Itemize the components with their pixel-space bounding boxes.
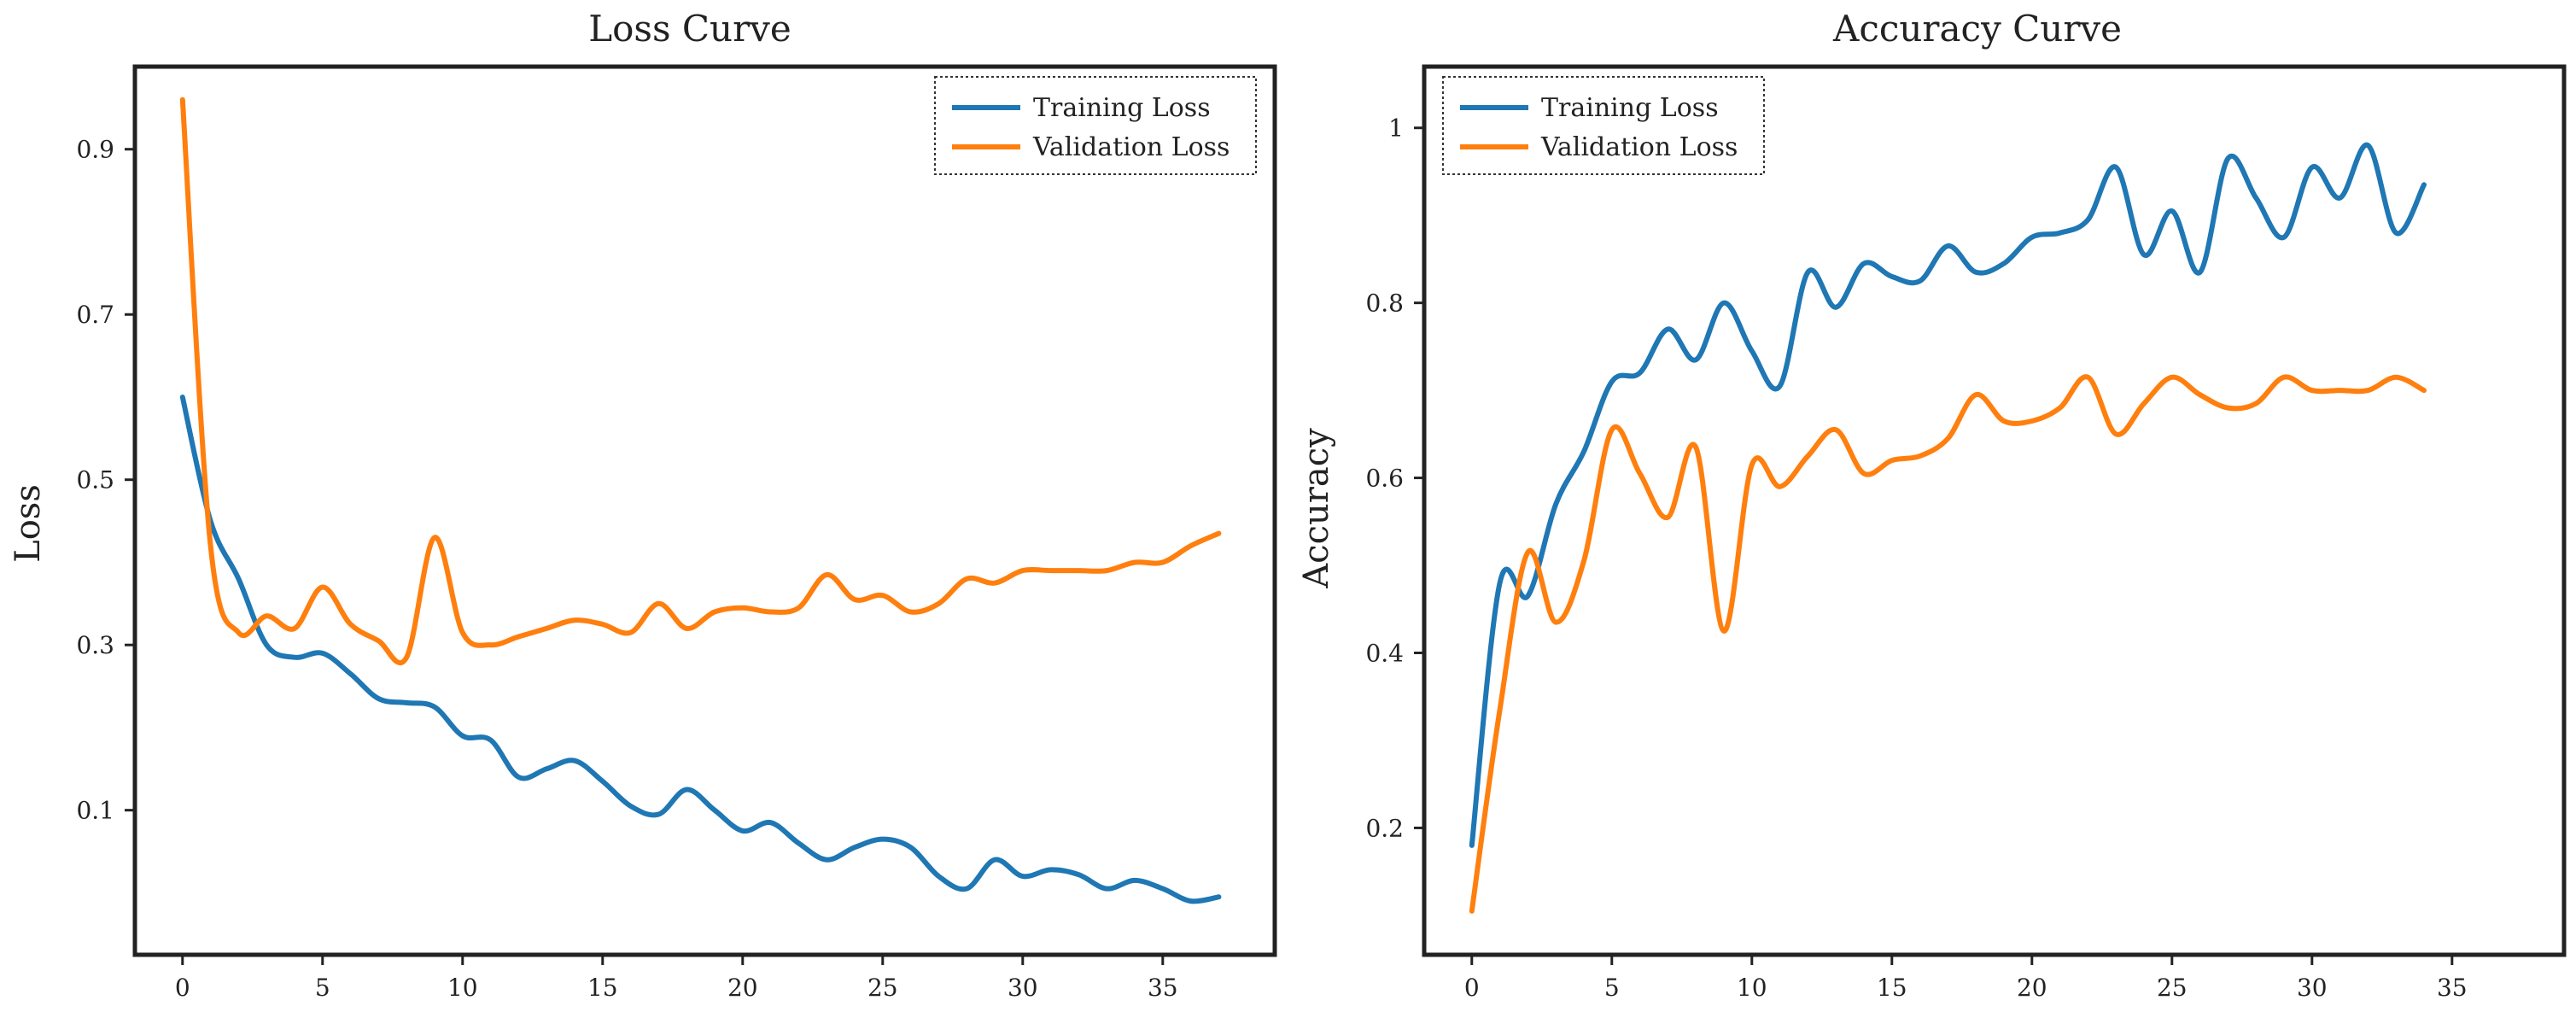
accuracy-y-tick-label: 0.4 <box>1365 640 1404 668</box>
accuracy-y-tick-label: 0.8 <box>1365 290 1404 318</box>
accuracy-chart-title: Accuracy Curve <box>1832 8 2122 50</box>
loss-x-tick-label: 15 <box>587 974 618 1002</box>
accuracy-x-tick-label: 15 <box>1877 974 1907 1002</box>
loss-series-lines <box>179 97 1222 904</box>
accuracy-axis-ticks: 0 5 10 15 20 25 30 35 0.2 0.4 0.6 0.8 1 <box>1365 114 2467 1002</box>
accuracy-y-axis-label: Accuracy <box>1297 428 1336 589</box>
accuracy-line-validation <box>1469 374 2427 914</box>
accuracy-plot-frame <box>1422 64 2567 957</box>
accuracy-chart: Accuracy Curve Accuracy 0 5 10 15 20 25 30 35 0.… <box>1297 8 2567 1002</box>
loss-x-tick-label: 0 <box>175 974 190 1002</box>
accuracy-line-training <box>1469 143 2427 848</box>
loss-x-tick-label: 5 <box>315 974 330 1002</box>
accuracy-y-tick-label: 0.6 <box>1365 465 1404 493</box>
loss-legend: Training Loss Validation Loss <box>934 76 1257 175</box>
accuracy-x-tick-label: 35 <box>2437 974 2468 1002</box>
loss-x-tick-label: 35 <box>1148 974 1178 1002</box>
loss-chart: Loss Curve Loss 0 5 10 15 20 25 30 350.10.30.50… <box>9 8 1277 1002</box>
accuracy-x-tick-label: 30 <box>2297 974 2328 1002</box>
loss-y-axis-label: Loss <box>9 484 48 563</box>
loss-plot-frame <box>132 64 1277 957</box>
loss-x-tick-label: 20 <box>727 974 758 1002</box>
loss-x-tick-label: 10 <box>447 974 478 1002</box>
accuracy-y-tick-label: 1 <box>1388 114 1404 143</box>
loss-y-tick-label: 0.7 <box>76 301 114 329</box>
loss-chart-title: Loss Curve <box>588 8 791 50</box>
loss-y-tick-label: 0.1 <box>76 797 114 825</box>
loss-legend-box <box>934 76 1257 175</box>
loss-y-tick-label: 0.9 <box>76 136 114 164</box>
loss-x-tick-label: 25 <box>867 974 898 1002</box>
accuracy-legend: Training Loss Validation Loss <box>1442 76 1765 175</box>
loss-line-training <box>179 395 1222 904</box>
loss-axis-ticks: 0 5 10 15 20 25 30 35 0.1 0.3 0.5 0.7 0.9 <box>76 136 1177 1002</box>
accuracy-x-tick-label: 10 <box>1737 974 1767 1002</box>
accuracy-y-tick-label: 0.2 <box>1365 814 1404 842</box>
accuracy-legend-label-training: Training Loss <box>1541 93 1719 123</box>
accuracy-series-lines <box>1469 143 2427 914</box>
loss-y-tick-label: 0.3 <box>76 631 114 659</box>
accuracy-x-tick-label: 25 <box>2157 974 2188 1002</box>
loss-y-tick-label: 0.5 <box>76 466 114 494</box>
accuracy-x-tick-label: 5 <box>1604 974 1620 1002</box>
loss-line-validation <box>179 97 1222 666</box>
accuracy-legend-box <box>1442 76 1765 175</box>
loss-x-tick-label: 30 <box>1008 974 1038 1002</box>
accuracy-x-tick-label: 0 <box>1464 974 1480 1002</box>
accuracy-legend-label-validation: Validation Loss <box>1540 132 1738 162</box>
accuracy-x-tick-label: 20 <box>2017 974 2047 1002</box>
loss-legend-label-validation: Validation Loss <box>1032 132 1230 162</box>
loss-legend-label-training: Training Loss <box>1033 93 1211 123</box>
